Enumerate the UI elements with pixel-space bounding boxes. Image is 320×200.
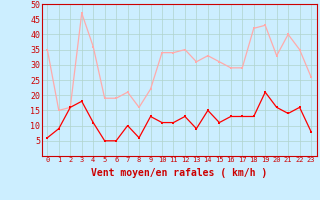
X-axis label: Vent moyen/en rafales ( km/h ): Vent moyen/en rafales ( km/h ) bbox=[91, 168, 267, 178]
